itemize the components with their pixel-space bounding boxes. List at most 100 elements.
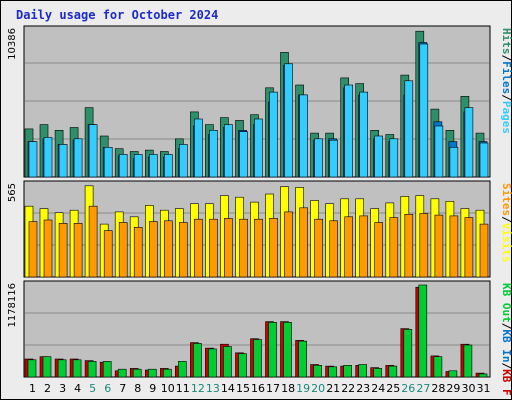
bar-pages-day-14 <box>224 124 233 178</box>
day-axis: 1 2 3 4 5 6 7 8 9 10 11 12 13 14 15 16 17 18 19 20 21 22 23 24 2… <box>29 382 491 395</box>
bar-sites-day-19 <box>299 207 308 278</box>
day-label-11: 11 <box>176 382 190 395</box>
bar-pages-day-16 <box>254 118 263 178</box>
bar-kb-in-day-30 <box>463 344 473 378</box>
bar-sites-day-23 <box>359 215 369 278</box>
legend-item: / <box>500 55 512 62</box>
bar-pages-day-12 <box>194 118 203 178</box>
legend-item: / <box>500 216 512 223</box>
bar-pages-day-28 <box>434 125 444 178</box>
day-label-8: 8 <box>134 382 141 395</box>
bar-kb-in-day-4 <box>72 359 82 378</box>
bar-kb-in-day-18 <box>283 321 292 378</box>
day-label-16: 16 <box>251 382 265 395</box>
bar-pages-day-25 <box>389 138 399 178</box>
legend: Sites/Visits <box>500 183 512 263</box>
bar-pages-day-21 <box>329 139 338 178</box>
day-label-18: 18 <box>281 382 295 395</box>
bar-sites-day-5 <box>88 205 98 278</box>
day-label-27: 27 <box>416 382 430 395</box>
day-label-4: 4 <box>74 382 81 395</box>
day-label-24: 24 <box>371 382 385 395</box>
day-label-20: 20 <box>311 382 325 395</box>
bar-sites-day-28 <box>434 214 444 278</box>
bar-sites-day-7 <box>118 222 128 278</box>
day-label-12: 12 <box>191 382 205 395</box>
bar-pages-day-24 <box>374 135 384 178</box>
bar-sites-day-11 <box>179 222 188 278</box>
bar-kb-in-day-1 <box>27 359 37 378</box>
bar-pages-day-23 <box>359 91 369 178</box>
day-label-22: 22 <box>341 382 355 395</box>
bar-kb-in-day-29 <box>448 370 458 378</box>
bar-sites-day-20 <box>314 218 323 278</box>
bar-sites-day-14 <box>224 218 233 278</box>
day-label-14: 14 <box>221 382 235 395</box>
legend-item: / <box>500 323 512 330</box>
bar-sites-day-30 <box>464 217 474 278</box>
bar-sites-day-9 <box>149 221 158 278</box>
visits-panel: 565 Sites/Visits <box>7 180 512 278</box>
bar-kb-in-day-17 <box>268 321 277 378</box>
day-label-7: 7 <box>119 382 126 395</box>
legend-item: / <box>500 363 512 370</box>
bar-pages-day-10 <box>164 154 173 178</box>
bar-sites-day-24 <box>374 222 384 278</box>
bar-pages-day-19 <box>299 94 308 178</box>
legend-item: Hits <box>500 28 512 55</box>
kbytes-panel: 1178116 KB Out/KB In/KB F <box>7 280 512 396</box>
bar-pages-day-17 <box>269 91 278 178</box>
bar-sites-day-18 <box>284 211 293 278</box>
hits-panel: 10386 Hits/Files/Pages <box>7 25 512 178</box>
bar-kb-in-day-15 <box>238 353 247 378</box>
day-label-3: 3 <box>59 382 66 395</box>
bar-kb-in-day-23 <box>358 364 368 378</box>
bar-sites-day-16 <box>254 218 263 278</box>
bar-sites-day-8 <box>133 227 143 278</box>
bar-kb-in-day-21 <box>328 366 337 378</box>
bar-kb-in-day-11 <box>178 361 187 378</box>
bar-kb-in-day-2 <box>42 356 52 378</box>
legend-item: KB Out <box>500 283 512 323</box>
bar-sites-day-1 <box>28 221 38 278</box>
bar-sites-day-4 <box>73 223 83 278</box>
bar-sites-day-2 <box>43 219 53 278</box>
bar-pages-day-26 <box>404 80 414 178</box>
bar-kb-in-day-5 <box>87 361 97 378</box>
bar-kb-in-day-6 <box>102 361 112 378</box>
day-label-21: 21 <box>326 382 340 395</box>
bar-kb-in-day-19 <box>298 340 307 378</box>
bar-pages-day-13 <box>209 130 218 178</box>
bar-kb-in-day-3 <box>57 359 67 378</box>
bar-pages-day-1 <box>28 141 38 178</box>
bar-kb-in-day-13 <box>208 348 217 378</box>
bar-pages-day-29 <box>449 147 459 178</box>
bar-kb-in-day-12 <box>193 343 202 378</box>
legend-item: Visits <box>500 223 512 263</box>
bar-sites-day-29 <box>449 215 459 278</box>
bar-pages-day-4 <box>73 138 83 178</box>
day-label-29: 29 <box>446 382 460 395</box>
bar-pages-day-15 <box>239 131 248 178</box>
day-label-31: 31 <box>477 382 491 395</box>
bar-pages-day-11 <box>179 144 188 178</box>
legend-item: Sites <box>500 183 512 216</box>
legend-item: Files <box>500 61 512 94</box>
bar-pages-day-9 <box>149 154 158 178</box>
day-label-9: 9 <box>149 382 156 395</box>
bar-pages-day-30 <box>464 107 474 178</box>
bar-pages-day-8 <box>133 154 143 178</box>
day-label-2: 2 <box>44 382 51 395</box>
legend: KB Out/KB In/KB F <box>500 283 512 396</box>
y-max-label: 565 <box>7 183 18 202</box>
bar-kb-in-day-22 <box>343 364 353 378</box>
day-label-19: 19 <box>296 382 310 395</box>
day-label-15: 15 <box>236 382 250 395</box>
legend-item: KB In <box>500 329 512 362</box>
bar-pages-day-3 <box>58 144 68 178</box>
bar-sites-day-31 <box>479 223 489 278</box>
bar-kb-in-day-31 <box>478 373 488 378</box>
bar-kb-in-day-24 <box>373 368 383 378</box>
